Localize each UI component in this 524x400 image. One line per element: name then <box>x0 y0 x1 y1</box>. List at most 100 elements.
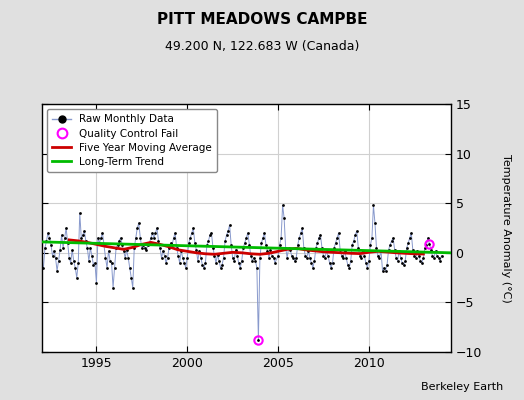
Point <box>218 262 226 268</box>
Point <box>128 284 137 291</box>
Point <box>280 215 288 221</box>
Point <box>249 254 258 261</box>
Point <box>257 240 266 246</box>
Point <box>147 235 155 241</box>
Point <box>276 242 284 248</box>
Point <box>119 248 128 254</box>
Point <box>59 245 67 251</box>
Point <box>216 264 225 271</box>
Point <box>369 202 378 208</box>
Point <box>260 230 269 236</box>
Point <box>407 230 416 236</box>
Point <box>70 258 78 264</box>
Y-axis label: Temperature Anomaly (°C): Temperature Anomaly (°C) <box>501 154 511 302</box>
Point <box>232 247 240 253</box>
Point <box>100 242 108 248</box>
Point <box>344 262 352 268</box>
Point <box>48 252 57 259</box>
Point <box>115 238 123 244</box>
Point <box>206 232 214 238</box>
Point <box>174 252 182 259</box>
Point <box>130 245 138 251</box>
Point <box>336 247 344 253</box>
Point <box>91 260 99 266</box>
Point <box>71 264 80 271</box>
Point <box>348 242 356 248</box>
Point <box>303 254 311 261</box>
Point <box>75 210 84 216</box>
Point <box>358 248 367 254</box>
Point <box>124 254 133 261</box>
Point <box>194 258 202 264</box>
Point <box>300 245 308 251</box>
Point <box>386 242 394 248</box>
Point <box>271 260 279 266</box>
Point <box>116 235 125 241</box>
Point <box>169 235 178 241</box>
Point <box>389 235 397 241</box>
Point <box>372 245 380 251</box>
Point <box>99 230 107 236</box>
Point <box>135 220 143 226</box>
Point <box>213 252 222 258</box>
Point <box>113 242 122 248</box>
Point <box>159 248 167 254</box>
Point <box>259 235 267 241</box>
Point <box>95 240 104 246</box>
Point <box>180 260 189 266</box>
Point <box>68 247 77 253</box>
Point <box>346 258 355 264</box>
Point <box>331 240 340 246</box>
Point <box>265 254 273 261</box>
Point <box>200 264 208 271</box>
Point <box>79 232 87 238</box>
Point <box>168 242 176 248</box>
Point <box>97 235 105 241</box>
Point <box>433 252 441 259</box>
Point <box>189 225 198 231</box>
Point <box>171 230 179 236</box>
Point <box>341 248 349 254</box>
Point <box>390 247 399 253</box>
Point <box>297 230 305 236</box>
Point <box>368 235 376 241</box>
Point <box>228 254 237 261</box>
Point <box>399 262 408 268</box>
Point <box>285 245 293 251</box>
Point <box>177 248 185 254</box>
Point <box>395 248 403 254</box>
Point <box>350 238 358 244</box>
Point <box>54 258 63 264</box>
Point <box>195 248 203 254</box>
Point <box>353 228 361 234</box>
Point <box>237 258 246 264</box>
Point <box>425 241 434 247</box>
Point <box>322 248 331 254</box>
Point <box>153 225 161 231</box>
Point <box>63 240 72 246</box>
Point <box>428 252 436 259</box>
Point <box>215 258 223 264</box>
Point <box>263 248 271 254</box>
Point <box>106 258 114 264</box>
Point <box>366 242 375 248</box>
Point <box>269 254 278 261</box>
Point <box>398 260 407 266</box>
Point <box>387 238 396 244</box>
Point <box>421 245 429 251</box>
Point <box>151 230 160 236</box>
Point <box>139 242 148 248</box>
Point <box>354 245 363 251</box>
Point <box>209 245 217 251</box>
Point <box>89 262 97 268</box>
Point <box>401 258 409 264</box>
Point <box>438 252 446 259</box>
Point <box>436 258 444 264</box>
Point <box>402 245 411 251</box>
Point <box>406 235 414 241</box>
Point <box>210 252 219 259</box>
Point <box>39 264 48 271</box>
Point <box>94 235 102 241</box>
Point <box>221 238 230 244</box>
Point <box>381 268 390 274</box>
